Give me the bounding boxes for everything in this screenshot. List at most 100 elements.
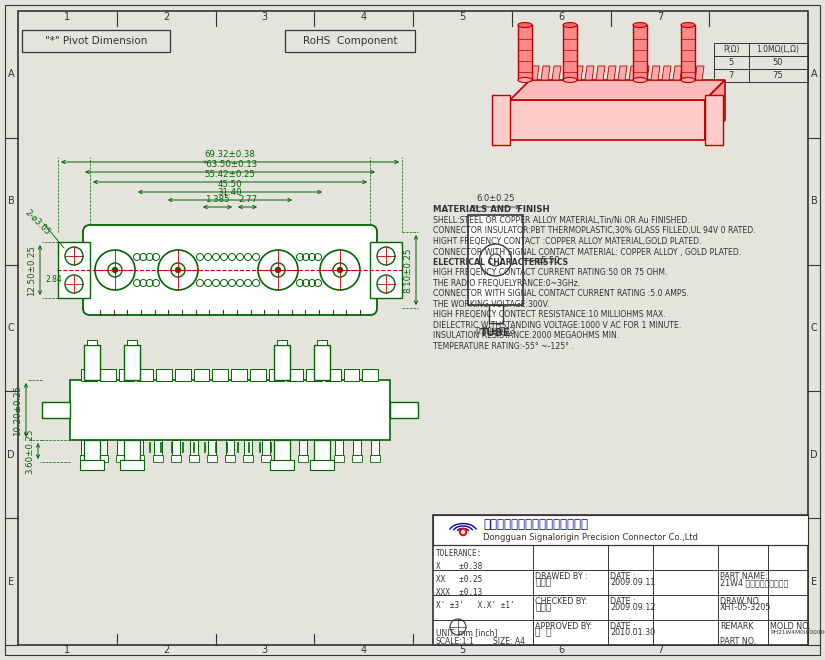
Circle shape (112, 267, 117, 273)
Text: DRAW NO.: DRAW NO. (720, 597, 761, 606)
Polygon shape (530, 66, 539, 80)
Text: 7: 7 (657, 645, 663, 655)
Polygon shape (629, 66, 638, 80)
Bar (433, 515, 808, 545)
Text: XX   ±0.25: XX ±0.25 (436, 575, 483, 584)
Text: "*" Pivot Dimension: "*" Pivot Dimension (45, 36, 147, 46)
Text: E: E (8, 577, 14, 587)
Text: DATE :: DATE : (610, 622, 636, 631)
Bar (135, 440, 144, 455)
Text: HIGHT FREQENCY CONTACT :COPPER ALLOY MATERIAL,GOLD PLATED.: HIGHT FREQENCY CONTACT :COPPER ALLOY MAT… (433, 237, 701, 246)
Bar (116, 455, 126, 462)
FancyBboxPatch shape (83, 225, 377, 315)
Polygon shape (585, 66, 594, 80)
Ellipse shape (681, 77, 695, 82)
Text: 31.40: 31.40 (218, 188, 243, 197)
Text: 3: 3 (262, 12, 268, 22)
Text: RoHS  Component: RoHS Component (303, 36, 398, 46)
Bar (171, 455, 181, 462)
Polygon shape (695, 66, 704, 80)
Text: SHELL:STEEL OR COPPER ALLOY MATERIAL,Tin/Ni OR Au FINISHED.: SHELL:STEEL OR COPPER ALLOY MATERIAL,Tin… (433, 216, 690, 225)
Ellipse shape (563, 77, 577, 82)
Circle shape (276, 267, 280, 273)
Bar (468, 215, 523, 305)
Bar (194, 369, 210, 381)
Text: XXX  ±0.13: XXX ±0.13 (436, 588, 483, 597)
Text: APPROVED BY:: APPROVED BY: (535, 622, 592, 631)
Bar (563, 25, 577, 80)
Bar (120, 460, 144, 470)
Bar (270, 460, 294, 470)
Bar (70, 380, 390, 440)
Text: 12.50±0.25: 12.50±0.25 (27, 244, 36, 296)
Bar (280, 455, 290, 462)
Bar (268, 369, 285, 381)
Text: 1: 1 (64, 12, 70, 22)
Circle shape (460, 529, 466, 535)
Bar (175, 369, 191, 381)
Circle shape (176, 267, 181, 273)
Bar (317, 440, 324, 455)
Text: HIGH FREQENCY CONTACT CURRENT RATING:50 OR 75 OHM.: HIGH FREQENCY CONTACT CURRENT RATING:50 … (433, 269, 667, 277)
Bar (390, 402, 418, 418)
Bar (84, 345, 100, 380)
Bar (100, 369, 116, 381)
Text: A: A (7, 69, 14, 79)
Bar (190, 440, 198, 455)
Text: D: D (810, 450, 818, 460)
Bar (343, 369, 359, 381)
Text: 2-ø3.05: 2-ø3.05 (24, 207, 53, 236)
Bar (172, 440, 180, 455)
Text: CONNECTOR WITH SIGNAL CONTACT CURRENT RATING :5.0 AMPS.: CONNECTOR WITH SIGNAL CONTACT CURRENT RA… (433, 290, 689, 298)
Text: 2009.09.12: 2009.09.12 (610, 603, 656, 612)
Text: 3.60±0.25: 3.60±0.25 (25, 428, 34, 474)
Text: SIZE: A4: SIZE: A4 (493, 636, 525, 645)
Text: 10.20±0.25: 10.20±0.25 (13, 385, 22, 436)
Bar (117, 440, 125, 455)
Bar (280, 440, 289, 455)
Text: 2009.09.11: 2009.09.11 (610, 578, 655, 587)
Bar (334, 455, 344, 462)
Text: 50: 50 (773, 58, 783, 67)
Text: DATE :: DATE : (610, 597, 636, 606)
Bar (225, 455, 235, 462)
Bar (153, 455, 163, 462)
Text: CONNECTOR WITH SIGNAL CONTACT MATERIAL: COPPER ALLOY , GOLD PLATED.: CONNECTOR WITH SIGNAL CONTACT MATERIAL: … (433, 248, 742, 257)
Text: UNIT: mm [inch]: UNIT: mm [inch] (436, 628, 497, 638)
Text: 55.42±0.25: 55.42±0.25 (205, 170, 256, 179)
Text: 6: 6 (558, 12, 564, 22)
Text: 杨冬梅: 杨冬梅 (535, 578, 551, 587)
Text: 1: 1 (64, 645, 70, 655)
Text: 69.32±0.38: 69.32±0.38 (205, 150, 256, 159)
Bar (353, 440, 361, 455)
Text: 5: 5 (460, 12, 465, 22)
Ellipse shape (633, 22, 647, 28)
Text: 6: 6 (558, 645, 564, 655)
Bar (22, 30, 170, 52)
Bar (714, 56, 808, 69)
Text: A: A (811, 69, 818, 79)
Text: HIGH FREQENCY CONTECT RESISTANCE:10 MILLIOHMS MAX.: HIGH FREQENCY CONTECT RESISTANCE:10 MILL… (433, 310, 666, 319)
Bar (285, 30, 415, 52)
Text: 21W4 公头绑丝式信号结合: 21W4 公头绑丝式信号结合 (720, 578, 788, 587)
Bar (137, 369, 153, 381)
Text: 2.84: 2.84 (45, 275, 63, 284)
Polygon shape (618, 66, 627, 80)
Bar (87, 340, 97, 345)
Text: Dongguan Signalorigin Precision Connector Co.,Ltd: Dongguan Signalorigin Precision Connecto… (483, 533, 698, 543)
Text: ELECTRICAL CHARACTERISTICS: ELECTRICAL CHARACTERISTICS (433, 258, 568, 267)
Bar (58, 242, 90, 298)
Bar (156, 369, 172, 381)
Text: REMARK: REMARK (720, 622, 753, 631)
Ellipse shape (681, 22, 695, 28)
Text: 1.385: 1.385 (205, 195, 230, 204)
Text: B: B (811, 196, 818, 206)
Text: PART NAME:: PART NAME: (720, 572, 768, 581)
Polygon shape (552, 66, 561, 80)
Bar (518, 25, 532, 80)
Ellipse shape (518, 77, 532, 82)
Bar (433, 515, 808, 645)
Ellipse shape (633, 77, 647, 82)
Text: 7: 7 (728, 71, 733, 80)
Text: 4: 4 (361, 12, 366, 22)
